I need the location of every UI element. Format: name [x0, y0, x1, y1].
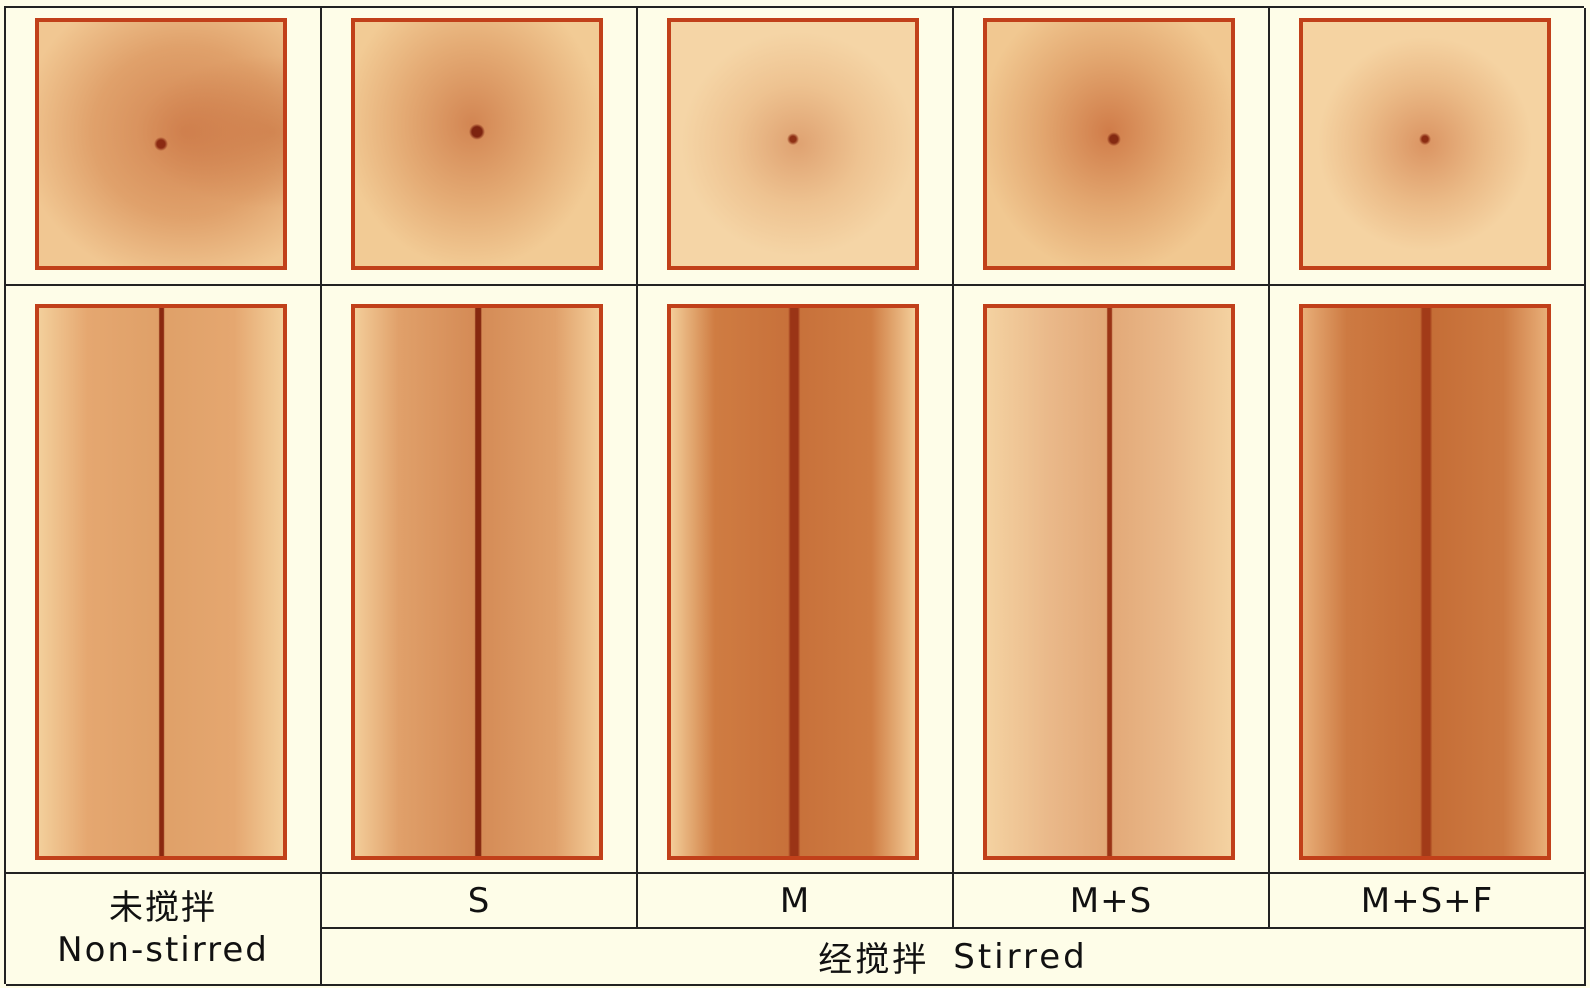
label-stirred-cn: 经搅拌	[818, 940, 930, 980]
longitudinal-macro-non-stirred	[35, 304, 287, 860]
longitudinal-cell-m-s	[954, 286, 1270, 874]
macro-comparison-table: 未搅拌 Non-stirred S M M+S M+S+F 经搅拌 Stirre…	[4, 6, 1586, 986]
transverse-macro-non-stirred	[35, 18, 287, 270]
longitudinal-cell-m-s-f	[1270, 286, 1586, 874]
transverse-macro-m	[667, 18, 919, 270]
longitudinal-macro-m	[667, 304, 919, 860]
longitudinal-macro-m-s-f	[1299, 304, 1551, 860]
longitudinal-macro-s	[351, 304, 603, 860]
label-stirred: 经搅拌 Stirred	[322, 929, 1586, 986]
label-non-stirred: 未搅拌 Non-stirred	[6, 874, 322, 986]
label-non-stirred-cn: 未搅拌	[109, 887, 217, 928]
transverse-cell-m-s	[954, 8, 1270, 286]
transverse-macro-m-s-f	[1299, 18, 1551, 270]
label-stirred-en: Stirred	[953, 936, 1088, 977]
transverse-cell-s	[322, 8, 638, 286]
transverse-cell-m	[638, 8, 954, 286]
transverse-cell-m-s-f	[1270, 8, 1586, 286]
label-m: M	[638, 874, 954, 929]
label-non-stirred-en: Non-stirred	[57, 930, 269, 970]
longitudinal-cell-m	[638, 286, 954, 874]
transverse-macro-m-s	[983, 18, 1235, 270]
label-m-s-f: M+S+F	[1270, 874, 1586, 929]
transverse-cell-non-stirred	[6, 8, 322, 286]
label-m-s: M+S	[954, 874, 1270, 929]
longitudinal-macro-m-s	[983, 304, 1235, 860]
transverse-macro-s	[351, 18, 603, 270]
label-s: S	[322, 874, 638, 929]
longitudinal-cell-s	[322, 286, 638, 874]
longitudinal-cell-non-stirred	[6, 286, 322, 874]
